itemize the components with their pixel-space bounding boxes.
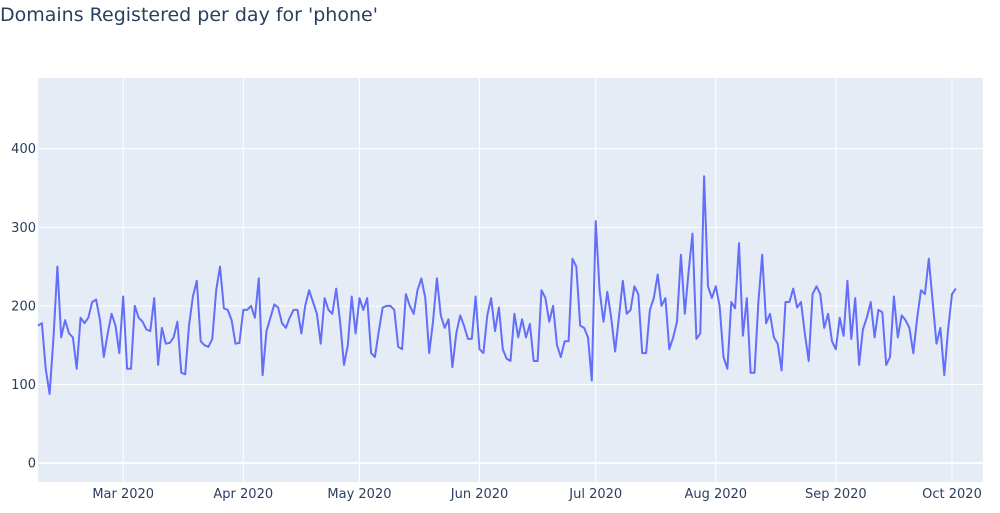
y-tick-label: 300 — [11, 221, 36, 236]
x-tick-label: Aug 2020 — [684, 487, 747, 502]
x-tick-labels: Mar 2020 Apr 2020 May 2020 Jun 2020 Jul 2020… — [92, 487, 982, 502]
y-tick-labels: 0 100 200 300 400 — [11, 142, 36, 471]
y-tick-label: 200 — [11, 299, 36, 314]
series-layer — [37, 175, 957, 395]
chart-title: Domains Registered per day for 'phone' — [0, 4, 378, 26]
x-tick-label: Jun 2020 — [450, 487, 509, 502]
x-tick-label: Mar 2020 — [92, 487, 154, 502]
x-tick-label: Apr 2020 — [213, 487, 273, 502]
y-tick-label: 400 — [11, 142, 36, 157]
y-tick-label: 100 — [11, 378, 36, 393]
x-gridlines — [122, 78, 953, 482]
x-tick-label: May 2020 — [327, 487, 391, 502]
series-line — [37, 175, 957, 395]
plot-background — [38, 78, 983, 482]
x-tick-label: Jul 2020 — [568, 487, 622, 502]
y-tick-label: 0 — [28, 457, 36, 472]
x-tick-label: Sep 2020 — [805, 487, 867, 502]
x-tick-label: Oct 2020 — [922, 487, 982, 502]
y-gridlines — [38, 148, 983, 465]
